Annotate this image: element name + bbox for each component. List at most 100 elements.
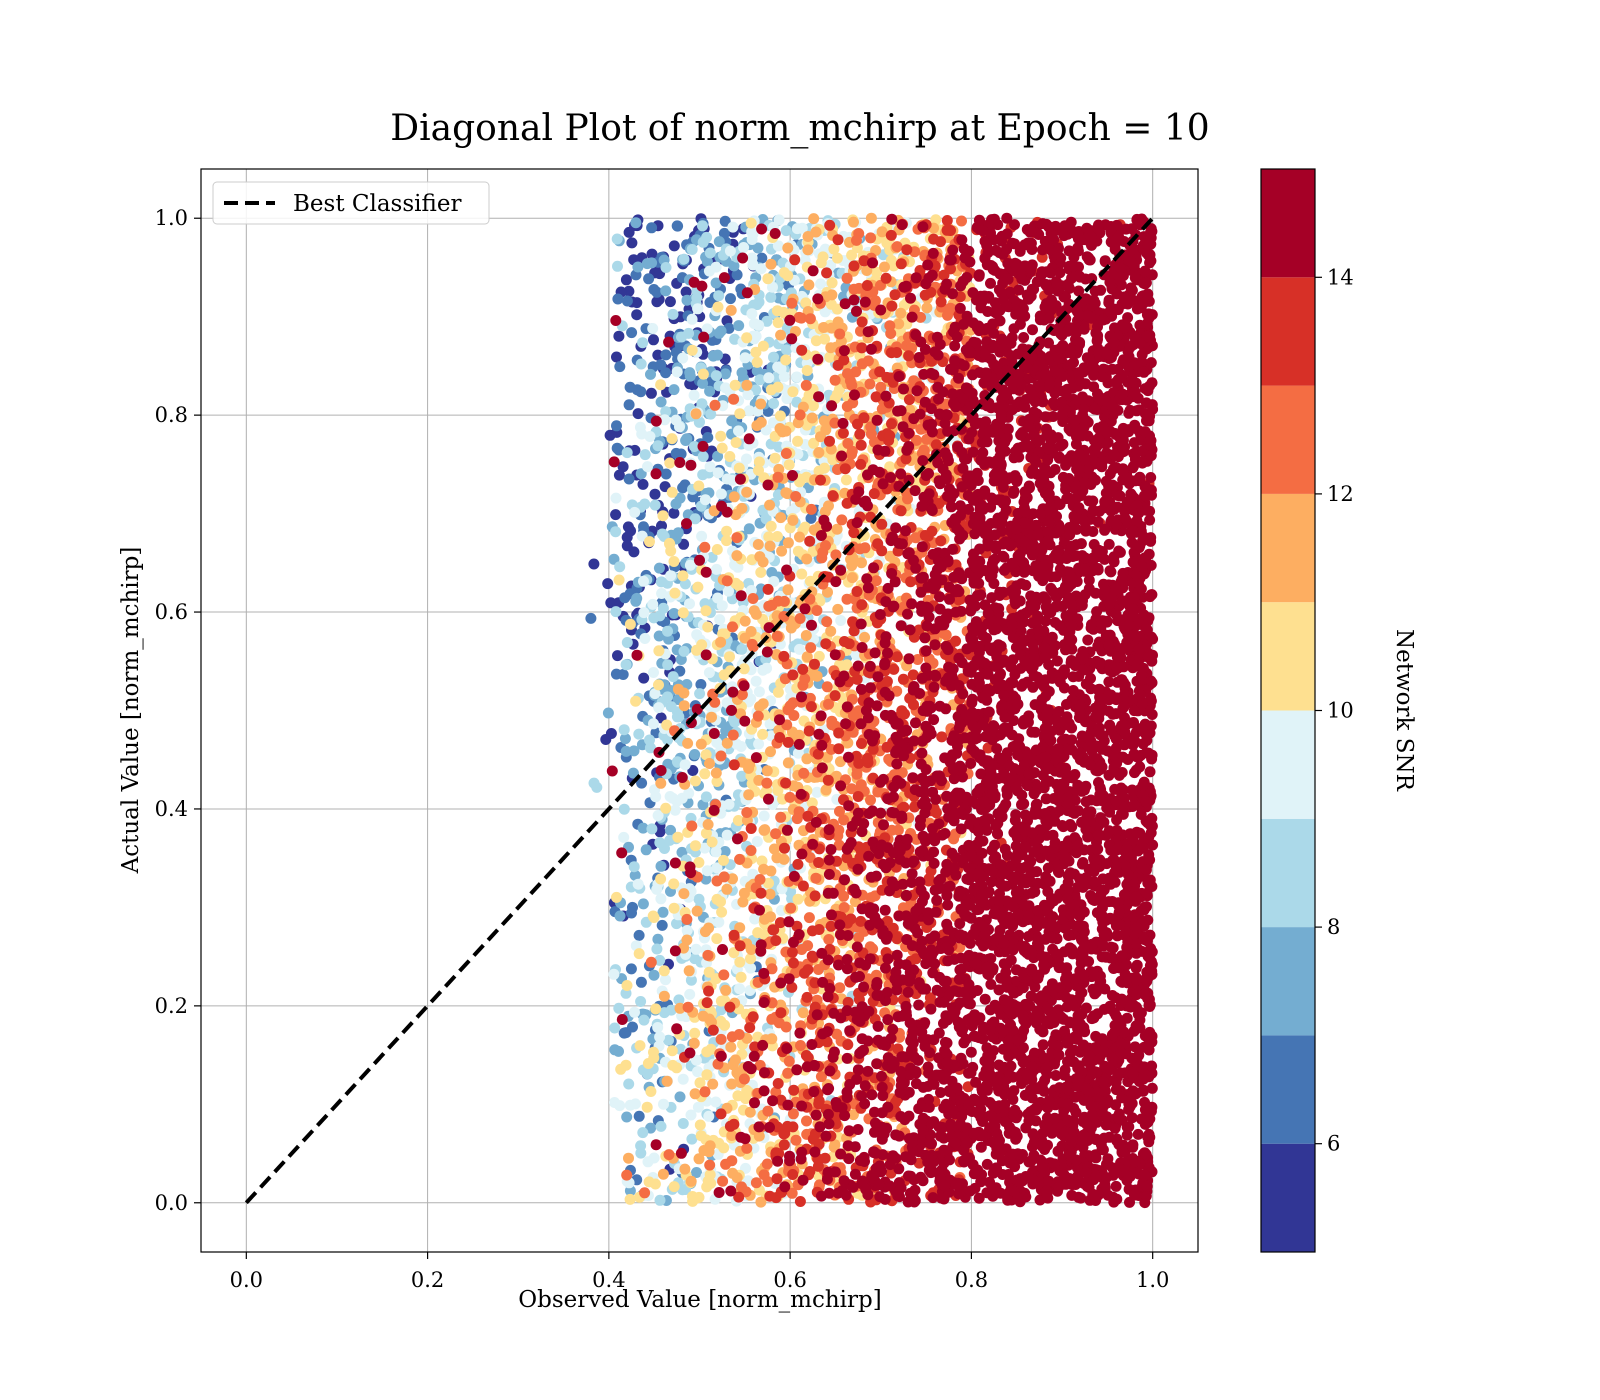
scatter-point (853, 932, 865, 944)
scatter-point (700, 566, 712, 578)
scatter-point (837, 417, 849, 429)
scatter-point (787, 669, 799, 681)
scatter-point (794, 1027, 806, 1039)
scatter-point (743, 762, 755, 774)
scatter-point (702, 819, 714, 830)
scatter-point (855, 458, 867, 470)
scatter-point (813, 728, 825, 740)
scatter-point (795, 1040, 806, 1051)
scatter-point (753, 319, 765, 331)
scatter-point (815, 257, 827, 269)
scatter-point (712, 467, 724, 479)
scatter-point (741, 287, 753, 299)
scatter-point (784, 700, 796, 712)
scatter-point (739, 352, 751, 364)
scatter-point (866, 1089, 878, 1101)
scatter-point (766, 1033, 778, 1045)
scatter-point (806, 412, 818, 424)
scatter-point (624, 1193, 636, 1205)
scatter-point (660, 468, 672, 480)
scatter-point (744, 1022, 756, 1034)
scatter-point (636, 777, 648, 789)
scatter-point (638, 672, 650, 684)
scatter-point (763, 793, 774, 805)
scatter-point (727, 729, 739, 741)
scatter-point (765, 291, 777, 303)
scatter-point (780, 425, 792, 437)
scatter-point (885, 328, 897, 339)
scatter-point (874, 609, 886, 620)
scatter-point (697, 368, 709, 380)
scatter-point (774, 410, 786, 422)
scatter-point (861, 280, 873, 291)
scatter-point (862, 326, 874, 338)
scatter-point (750, 1177, 762, 1189)
scatter-point (671, 366, 683, 378)
scatter-point (669, 804, 681, 816)
scatter-point (746, 308, 758, 320)
scatter-point (710, 370, 722, 382)
scatter-point (778, 595, 790, 607)
scatter-point (617, 461, 629, 473)
scatter-point (585, 612, 597, 624)
scatter-point (725, 1185, 737, 1197)
scatter-point (758, 863, 770, 875)
scatter-point (851, 586, 863, 597)
scatter-point (658, 1098, 669, 1110)
scatter-point (854, 428, 866, 440)
scatter-point (610, 492, 622, 504)
scatter-point (765, 258, 777, 270)
scatter-point (668, 878, 680, 890)
scatter-point (790, 1134, 802, 1146)
scatter-point (736, 367, 748, 379)
scatter-point (900, 280, 912, 292)
scatter-point (809, 1146, 821, 1158)
scatter-point (638, 607, 650, 619)
scatter-point (639, 1187, 651, 1199)
scatter-point (702, 621, 714, 633)
scatter-point (621, 1111, 633, 1123)
scatter-point (663, 1034, 674, 1046)
scatter-point (824, 1065, 836, 1077)
scatter-point (662, 625, 673, 637)
scatter-point (635, 358, 647, 370)
scatter-point (625, 963, 637, 975)
scatter-point (827, 490, 839, 502)
scatter-point (724, 651, 735, 663)
scatter-point (711, 544, 723, 555)
scatter-point (862, 355, 874, 367)
scatter-point (939, 828, 951, 839)
scatter-point (867, 257, 878, 269)
scatter-point (667, 671, 679, 683)
scatter-point (750, 608, 762, 620)
scatter-point (973, 269, 985, 281)
scatter-point (635, 996, 647, 1007)
scatter-point (909, 784, 921, 796)
scatter-point (771, 1173, 783, 1185)
scatter-point (941, 224, 953, 236)
scatter-point (701, 256, 713, 268)
scatter-point (842, 1039, 854, 1051)
scatter-point (683, 965, 695, 977)
scatter-point (781, 564, 793, 576)
scatter-point (653, 679, 664, 691)
scatter-point (788, 936, 799, 948)
scatter-point (664, 457, 676, 469)
scatter-point (724, 245, 736, 257)
scatter-point (636, 428, 648, 440)
scatter-point (870, 391, 882, 403)
scatter-point (859, 631, 871, 643)
scatter-point (633, 728, 645, 740)
scatter-point (890, 522, 902, 534)
scatter-point (646, 257, 658, 269)
scatter-point (773, 214, 785, 226)
scatter-point (859, 542, 871, 554)
scatter-point (859, 296, 871, 308)
scatter-point (901, 244, 913, 256)
scatter-point (826, 277, 838, 289)
scatter-point (688, 276, 700, 288)
scatter-point (800, 630, 812, 641)
scatter-point (801, 365, 813, 376)
scatter-point (745, 217, 757, 229)
scatter-point (754, 874, 766, 885)
